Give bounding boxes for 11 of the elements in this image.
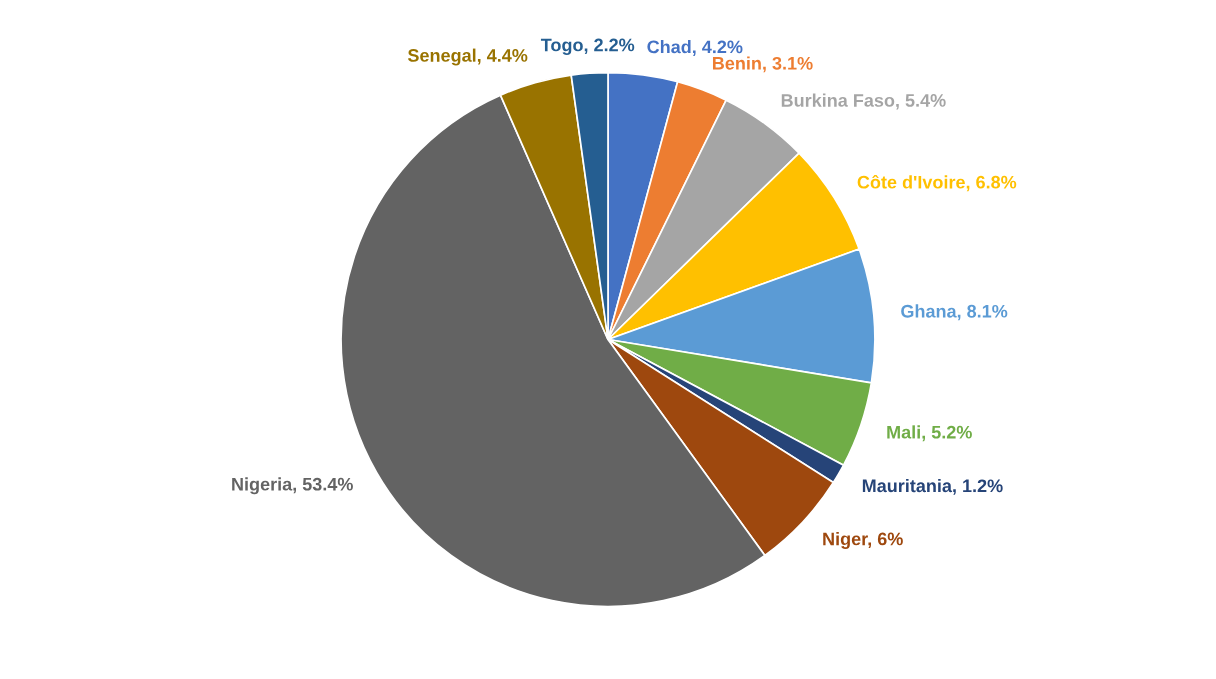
- slice-label: Benin, 3.1%: [712, 56, 813, 73]
- slice-label: Mauritania, 1.2%: [862, 478, 1003, 495]
- slice-label: Ghana, 8.1%: [901, 304, 1008, 321]
- slice-label: Togo, 2.2%: [540, 38, 635, 55]
- slice-label: Nigeria, 53.4%: [232, 477, 353, 495]
- slice-label: Côte d'Ivoire, 6.8%: [857, 174, 1017, 192]
- slice-label: Mali, 5.2%: [887, 425, 972, 442]
- slice-label: Burkina Faso, 5.4%: [781, 93, 946, 110]
- slice-label: Niger, 6%: [823, 532, 903, 549]
- slice-label: Chad, 4.2%: [647, 40, 743, 56]
- slice-label: Senegal, 4.4%: [407, 48, 528, 66]
